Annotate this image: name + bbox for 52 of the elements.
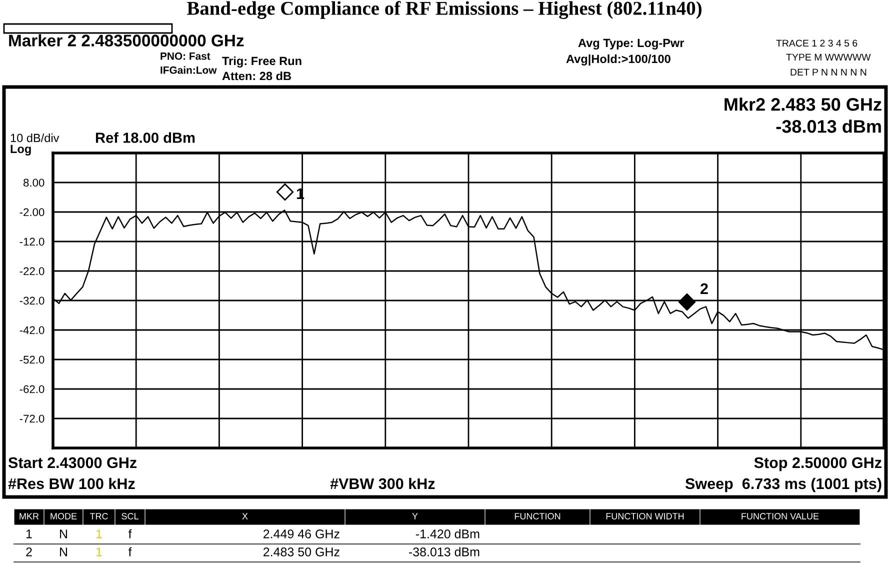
text: TRACE 1 2 3 4 5 6 bbox=[776, 40, 858, 47]
y-tick-label: -32.0 bbox=[20, 296, 44, 305]
y-tick-label: -22.0 bbox=[20, 267, 44, 276]
text: 2.483 50 GHz bbox=[264, 548, 340, 556]
text: Sweep 6.733 ms (1001 pts) bbox=[685, 478, 882, 492]
text: DET P N N N N N bbox=[790, 68, 866, 76]
chart-title: Band-edge Compliance of RF Emissions – Highest (802.11n40) bbox=[186, 1, 702, 19]
text: 1 bbox=[96, 548, 102, 556]
text: MKR bbox=[20, 513, 39, 520]
y-tick-label: -62.0 bbox=[20, 385, 44, 394]
y-tick-label: -12.0 bbox=[20, 238, 44, 246]
text: Start 2.43000 GHz bbox=[8, 457, 137, 468]
text: MODE bbox=[50, 513, 77, 520]
text: Avg Type: Log-Pwr bbox=[578, 38, 684, 50]
text: 10 dB/div bbox=[10, 134, 60, 142]
text: #Res BW 100 kHz bbox=[8, 478, 135, 490]
text: Trig: Free Run bbox=[222, 56, 302, 68]
text: Y bbox=[412, 513, 418, 520]
text: #VBW 300 kHz bbox=[330, 478, 435, 490]
text: FUNCTION WIDTH bbox=[606, 513, 684, 520]
text: N bbox=[60, 548, 67, 556]
text: Avg|Hold:>100/100 bbox=[566, 54, 670, 66]
text: Atten: 28 dB bbox=[222, 72, 291, 80]
text: SCL bbox=[122, 513, 138, 520]
text: Mkr2 2.483 50 GHz bbox=[724, 98, 882, 111]
text: Ref 18.00 dBm bbox=[96, 132, 195, 143]
text: Stop 2.50000 GHz bbox=[754, 457, 882, 472]
text: N bbox=[60, 530, 67, 538]
text: IFGain:Low bbox=[160, 66, 217, 74]
y-tick-label: -52.0 bbox=[20, 356, 44, 364]
annotation: 2 bbox=[700, 283, 708, 294]
text: TYPE M WWWWW bbox=[786, 54, 871, 61]
y-tick-label: -42.0 bbox=[20, 326, 44, 334]
text: 1 bbox=[96, 530, 102, 538]
text: X bbox=[242, 513, 248, 520]
text: f bbox=[128, 547, 132, 556]
text: Log bbox=[10, 144, 31, 156]
text: 1 bbox=[26, 530, 32, 538]
text: FUNCTION bbox=[514, 513, 560, 520]
text: -38.013 dBm bbox=[776, 120, 881, 133]
text: FUNCTION VALUE bbox=[742, 513, 819, 520]
text: -38.013 dBm bbox=[408, 547, 480, 556]
text: 2.449 46 GHz bbox=[264, 530, 340, 538]
y-tick-label: 8.00 bbox=[24, 178, 44, 187]
text: TRC bbox=[90, 513, 108, 520]
text: PNO: Fast bbox=[160, 52, 210, 60]
y-tick-label: -2.00 bbox=[20, 208, 44, 216]
text: -1.420 dBm bbox=[416, 529, 480, 538]
text: Marker 2 2.483500000000 GHz bbox=[9, 34, 244, 46]
y-tick-label: -72.0 bbox=[20, 414, 44, 423]
text: f bbox=[128, 529, 132, 538]
text: 2 bbox=[26, 548, 32, 556]
